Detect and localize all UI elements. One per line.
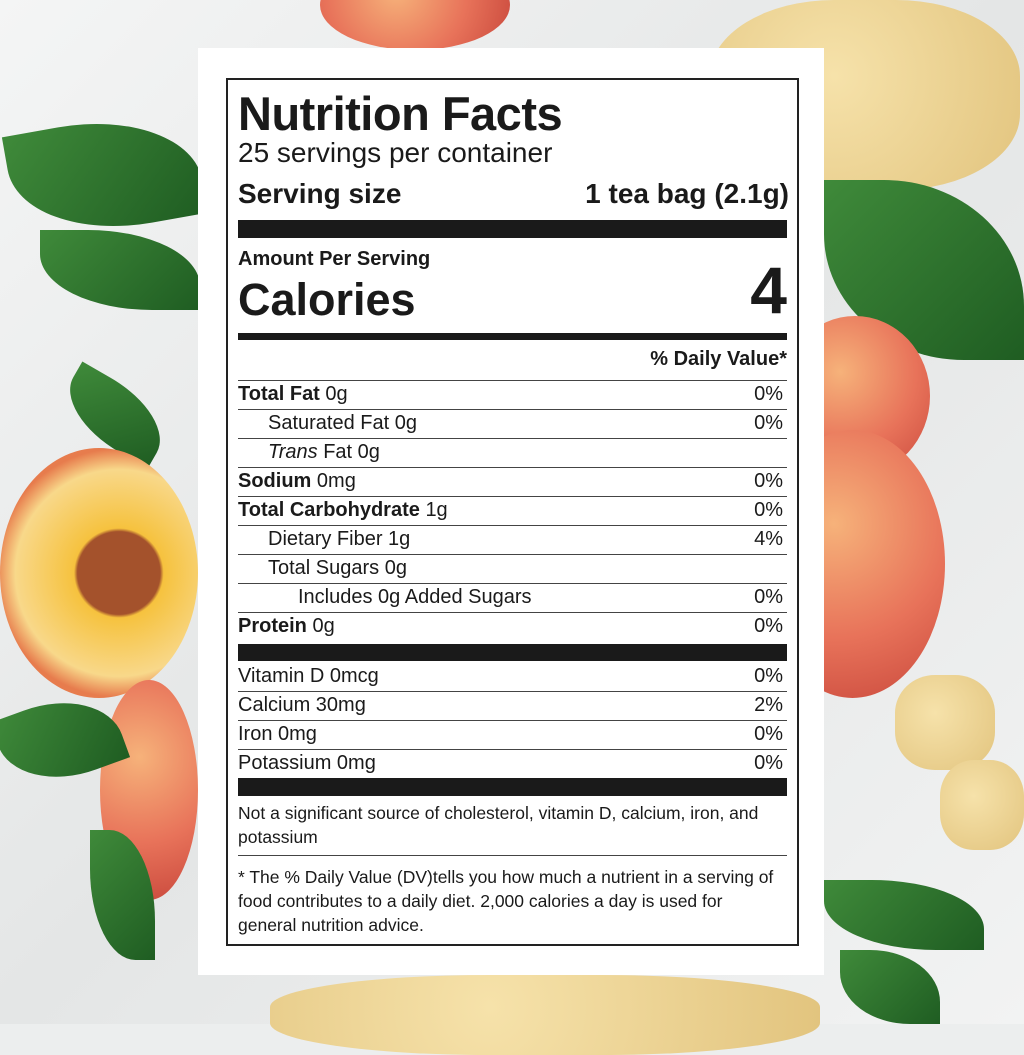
divider-medium (238, 333, 787, 340)
nutrient-daily-value: 0% (754, 470, 783, 492)
nutrient-amount: 0mg (316, 470, 356, 492)
nutrient-daily-value: 0% (754, 499, 783, 521)
calories-label: Calories (238, 274, 416, 325)
daily-value-header: % Daily Value* (650, 348, 787, 370)
divider-thin (238, 525, 787, 526)
servings-per-container: 25 servings per container (238, 137, 553, 168)
vitamin-daily-value: 0% (754, 665, 783, 687)
serving-size-value: 1 tea bag (2.1g) (585, 178, 789, 209)
nutrient-name: Total Sugars (268, 557, 380, 579)
divider-thin (238, 380, 787, 381)
ginger-image (270, 975, 820, 1055)
divider-thin (238, 749, 787, 750)
nutrient-name: Total Carbohydrate (238, 499, 420, 521)
nutrient-name: Saturated Fat (268, 412, 390, 434)
nutrient-name: Protein (238, 615, 307, 637)
nutrient-amount: 1g (388, 528, 411, 550)
divider-thin (238, 467, 787, 468)
vitamin-daily-value: 0% (754, 752, 783, 774)
divider-thin (238, 720, 787, 721)
divider-thin (238, 583, 787, 584)
nutrient-row: Includes 0g Added Sugars 0% (238, 583, 783, 612)
not-significant-note: Not a significant source of cholesterol,… (238, 803, 759, 847)
nutrition-card (198, 48, 824, 975)
divider-thin (238, 554, 787, 555)
calories-value: 4 (750, 253, 787, 327)
vitamin-name: Vitamin D 0mcg (238, 665, 379, 687)
nutrient-amount: 0g (325, 383, 348, 405)
divider-thin (238, 409, 787, 410)
vitamin-name: Potassium 0mg (238, 752, 376, 774)
vitamin-daily-value: 0% (754, 723, 783, 745)
ginger-image (895, 675, 995, 770)
vitamin-row: Iron 0mg 0% (238, 720, 783, 749)
vitamin-row: Vitamin D 0mcg 0% (238, 662, 783, 691)
nutrient-name: Trans (268, 441, 318, 463)
divider-thin (238, 691, 787, 692)
nutrient-daily-value: 4% (754, 528, 783, 550)
divider-thin (238, 612, 787, 613)
ginger-image (940, 760, 1024, 850)
nutrient-name-suffix: Fat (323, 441, 353, 463)
nutrient-daily-value: 0% (754, 586, 783, 608)
nutrient-row: Dietary Fiber 1g 4% (238, 525, 783, 554)
divider-thick (238, 644, 787, 661)
vitamin-name: Calcium 30mg (238, 694, 366, 716)
vitamin-row: Calcium 30mg 2% (238, 691, 783, 720)
nutrient-row: Total Carbohydrate 1g 0% (238, 496, 783, 525)
nutrient-row: Total Sugars 0g (238, 554, 783, 583)
vitamin-row: Potassium 0mg 0% (238, 749, 783, 778)
nutrient-daily-value: 0% (754, 383, 783, 405)
vitamin-daily-value: 2% (754, 694, 783, 716)
nutrient-daily-value: 0% (754, 412, 783, 434)
nutrient-name: Dietary Fiber (268, 528, 383, 550)
vitamin-name: Iron 0mg (238, 723, 317, 745)
nutrient-amount: 0g (384, 557, 407, 579)
nutrient-row: Sodium 0mg 0% (238, 467, 783, 496)
daily-value-footnote: * The % Daily Value (DV)tells you how mu… (238, 867, 774, 935)
nutrient-name: Total Fat (238, 383, 320, 405)
serving-size-label: Serving size (238, 178, 402, 209)
nutrient-amount: 0g (312, 615, 335, 637)
nutrition-facts-label (226, 78, 799, 946)
peach-half-image (0, 448, 198, 698)
nutrient-amount: 0g (357, 441, 380, 463)
nutrient-daily-value: 0% (754, 615, 783, 637)
nutrient-row: Protein 0g 0% (238, 612, 783, 641)
nutrient-name: Includes 0g Added Sugars (298, 586, 532, 608)
nutrient-amount: 0g (394, 412, 417, 434)
amount-per-serving: Amount Per Serving (238, 248, 431, 270)
divider-thick (238, 778, 787, 796)
divider-thin (238, 438, 787, 439)
divider-thin (238, 496, 787, 497)
nutrient-row: Total Fat 0g 0% (238, 380, 783, 409)
nutrient-amount: 1g (425, 499, 448, 521)
divider-thin (238, 855, 787, 856)
divider-thick (238, 220, 787, 238)
nutrient-name: Sodium (238, 470, 312, 492)
title: Nutrition Facts (238, 87, 563, 140)
nutrient-row: Saturated Fat 0g 0% (238, 409, 783, 438)
nutrient-row: Trans Fat 0g (238, 438, 783, 467)
